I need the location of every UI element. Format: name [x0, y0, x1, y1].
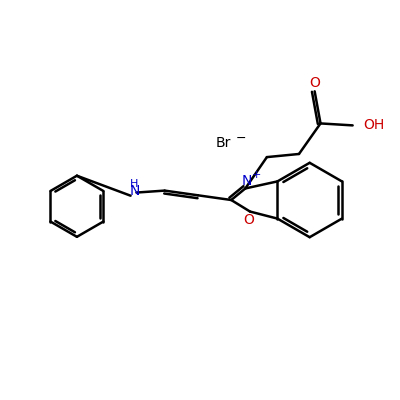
- Text: OH: OH: [364, 118, 385, 132]
- Text: N: N: [129, 184, 140, 198]
- Text: O: O: [244, 213, 254, 227]
- Text: +: +: [252, 170, 261, 180]
- Text: O: O: [309, 76, 320, 90]
- Text: N: N: [242, 174, 252, 188]
- Text: Br: Br: [216, 136, 231, 150]
- Text: H: H: [130, 179, 139, 189]
- Text: −: −: [236, 132, 246, 145]
